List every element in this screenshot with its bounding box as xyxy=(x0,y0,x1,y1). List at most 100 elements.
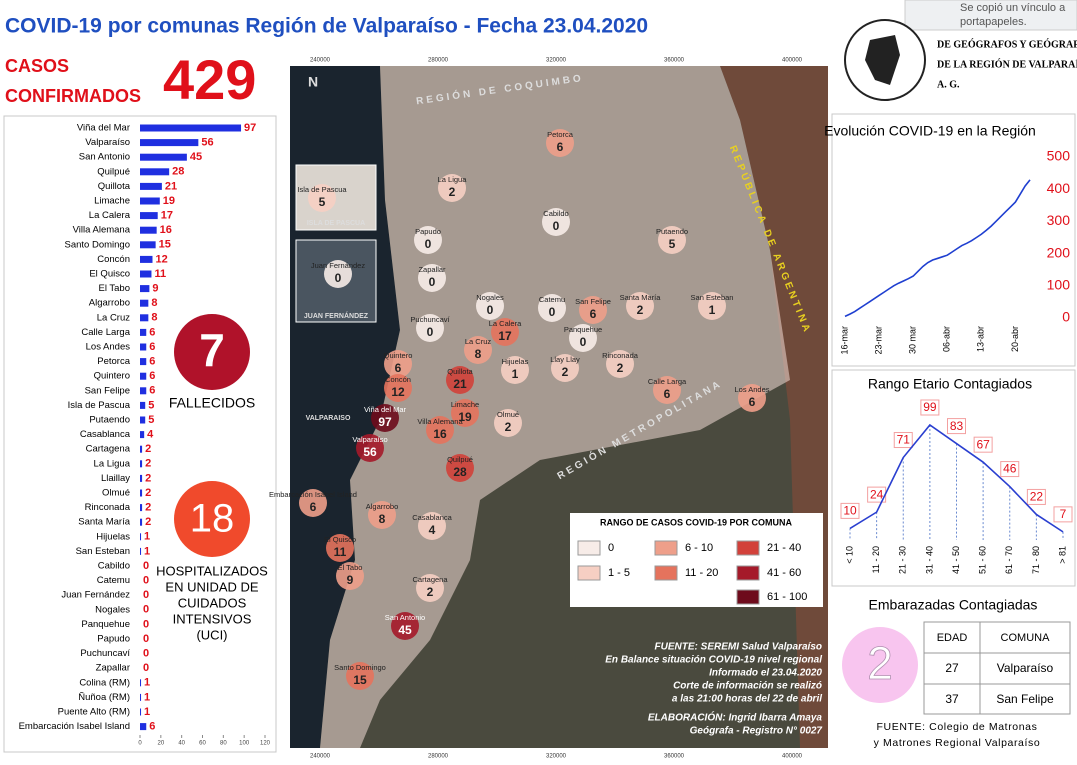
comuna-name: San Esteban xyxy=(691,293,734,302)
legend-label: 11 - 20 xyxy=(685,567,718,579)
comuna-value: 21 xyxy=(453,377,467,391)
value-label: 71 xyxy=(897,433,911,447)
table xyxy=(923,621,1071,715)
table-header: COMUNA xyxy=(1001,632,1051,644)
comuna-name: Llay Llay xyxy=(550,355,580,364)
coord-label: 400000 xyxy=(782,754,803,760)
comuna-name: Valparaíso xyxy=(352,435,387,444)
comuna-area xyxy=(653,376,681,404)
bar xyxy=(140,343,147,351)
bar xyxy=(140,270,152,278)
y-tick-label: 400 xyxy=(1047,180,1071,196)
comuna-value: 19 xyxy=(458,410,472,424)
comuna-area xyxy=(738,384,766,412)
comuna-value: 2 xyxy=(617,361,624,375)
bar xyxy=(140,197,160,205)
comuna-value: 0 xyxy=(425,237,432,251)
x-tick-label: 20 xyxy=(157,741,164,747)
bar-category: Los Andes xyxy=(86,342,131,353)
bar-category: Quintero xyxy=(94,371,130,382)
comuna-value: 6 xyxy=(310,500,317,514)
bar xyxy=(140,153,187,161)
bar-category: Zapallar xyxy=(96,663,130,674)
logo-text: A. G. xyxy=(937,79,960,90)
comuna-name: Nogales xyxy=(476,293,504,302)
bar xyxy=(140,314,149,322)
x-tick-label: 61 - 70 xyxy=(1004,546,1014,574)
bar-category: Algarrobo xyxy=(89,298,130,309)
comuna-value: 8 xyxy=(475,347,482,361)
comuna-value: 2 xyxy=(427,585,434,599)
notification[interactable] xyxy=(904,0,1077,31)
pregnant-circle xyxy=(842,627,918,703)
comuna-area xyxy=(698,292,726,320)
pregnant-source: FUENTE: Colegio de Matronas xyxy=(877,721,1038,733)
comuna-value: 6 xyxy=(557,140,564,154)
comuna-value: 0 xyxy=(580,335,587,349)
table-cell: 37 xyxy=(945,692,959,706)
bar-value: 0 xyxy=(143,633,149,645)
bar-category: San Felipe xyxy=(85,385,130,396)
bar-value: 2 xyxy=(145,443,151,455)
legend-swatch xyxy=(577,540,601,556)
chart-title: Rango Etario Contagiados xyxy=(868,376,1032,392)
bar-category: Villa Alemana xyxy=(73,225,131,236)
table-cell: 27 xyxy=(945,661,959,675)
bar-category: Nogales xyxy=(95,604,130,615)
comuna-name: Embarcación Isabel Island xyxy=(269,490,357,499)
bar-value: 6 xyxy=(149,356,155,368)
comuna-name: San Antonio xyxy=(385,613,425,622)
comuna-value: 15 xyxy=(353,673,367,687)
comuna-name: Limache xyxy=(451,400,479,409)
logo-shape xyxy=(865,35,900,85)
comuna-value: 0 xyxy=(487,303,494,317)
bar-category: Cabildo xyxy=(98,561,130,572)
comuna-name: Isla de Pascua xyxy=(297,185,347,194)
value-label: 22 xyxy=(1030,490,1044,504)
legend-label: 41 - 60 xyxy=(767,567,801,579)
coord-label: 240000 xyxy=(310,754,331,760)
legend-label: 6 - 10 xyxy=(685,542,713,554)
comuna-name: Cartagena xyxy=(412,575,448,584)
bar-value: 6 xyxy=(149,341,155,353)
bar xyxy=(140,547,142,555)
source-text: Geógrafa - Registro N° 0027 xyxy=(690,726,823,737)
comuna-value: 11 xyxy=(334,545,347,559)
comuna-area xyxy=(384,350,412,378)
bar-category: Quillota xyxy=(98,181,131,192)
x-tick-label: > 81 xyxy=(1057,546,1067,564)
comuna-area xyxy=(416,574,444,602)
comuna-name: El Tabo xyxy=(338,563,363,572)
inset-pascua xyxy=(295,164,377,231)
table-cell: Valparaíso xyxy=(997,661,1054,675)
bar xyxy=(140,212,158,220)
region-label: JUAN FERNÁNDEZ xyxy=(304,311,369,320)
comuna-name: Rinconada xyxy=(602,351,639,360)
source-text: FUENTE: SEREMI Salud Valparaíso xyxy=(655,642,822,653)
comuna-value: 6 xyxy=(664,387,671,401)
icu-circle xyxy=(174,481,250,557)
comuna-area xyxy=(438,174,466,202)
comuna-area xyxy=(336,562,364,590)
bar-category: La Ligua xyxy=(94,458,131,469)
bar-value: 19 xyxy=(163,195,175,207)
comuna-area xyxy=(476,292,504,320)
source-text: a las 21:00 horas del 22 de abril xyxy=(672,694,822,705)
comuna-area xyxy=(418,264,446,292)
comuna-value: 6 xyxy=(395,361,402,375)
bar xyxy=(140,299,149,307)
comuna-name: Zapallar xyxy=(418,265,446,274)
comuna-name: Papudo xyxy=(415,227,441,236)
legend-label: 61 - 100 xyxy=(767,591,807,603)
logo-text: DE LA REGIÓN DE VALPARAÍSO xyxy=(937,58,1077,70)
icu-label: CUIDADOS xyxy=(178,595,247,610)
notification-text: portapapeles. xyxy=(960,16,1027,28)
comuna-name: Viña del Mar xyxy=(364,405,406,414)
bar xyxy=(140,474,143,482)
bar xyxy=(140,489,143,497)
bar xyxy=(140,358,147,366)
bar-value: 0 xyxy=(143,560,149,572)
bar xyxy=(140,708,142,716)
x-tick-label: 41 - 50 xyxy=(951,546,961,574)
comuna-area xyxy=(501,356,529,384)
